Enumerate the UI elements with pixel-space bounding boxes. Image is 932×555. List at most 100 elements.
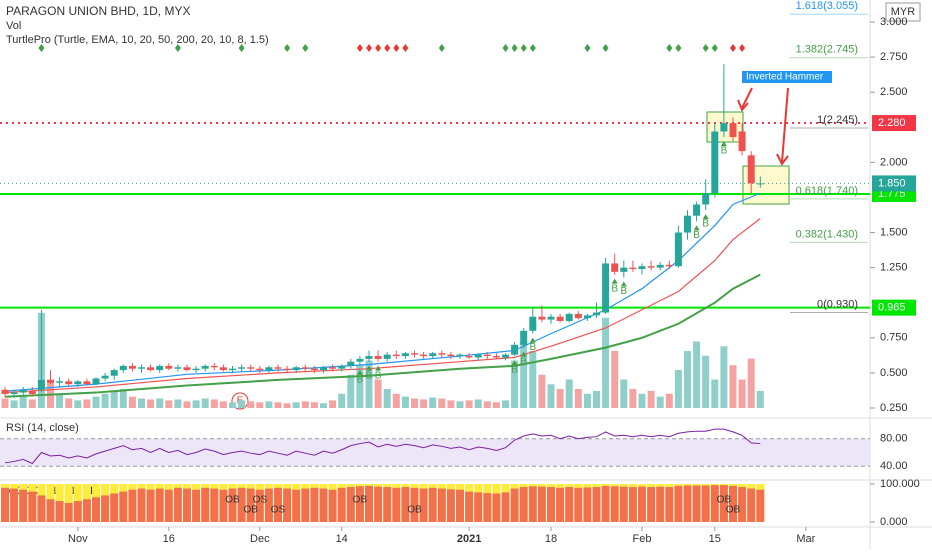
candle-body (247, 367, 255, 369)
candle-body (219, 367, 227, 371)
candle-body (392, 354, 400, 357)
signal-arrow (520, 351, 527, 357)
volume-bar (219, 401, 227, 408)
x-tick-label: Nov (68, 533, 88, 545)
mcdx-bar (137, 488, 146, 522)
candle-body (365, 356, 373, 359)
volume-bar (10, 400, 18, 408)
volume-bar (56, 393, 64, 408)
volume-bar (520, 341, 528, 408)
candle-body (338, 365, 346, 369)
candle-body (547, 316, 555, 320)
mcdx-signal: OS (271, 505, 286, 516)
candle-body (320, 367, 327, 371)
candle-body (65, 381, 73, 385)
mcdx-bar (656, 486, 665, 522)
candle-body (411, 353, 418, 355)
volume-bar (1, 398, 9, 408)
mcdx-bar (82, 499, 91, 522)
candle-body (74, 381, 82, 385)
volume-bar (529, 351, 537, 408)
candle-body (593, 312, 600, 316)
mcdx-bar (692, 485, 701, 522)
mcdx-bar (492, 493, 501, 522)
signal-label: B (375, 370, 382, 381)
candle-body (83, 381, 91, 385)
volume-bar (365, 360, 373, 408)
mcdx-bar (92, 497, 100, 522)
signal-diamond (502, 44, 509, 52)
candle-body (602, 263, 610, 313)
volume-bar (711, 379, 719, 408)
mcdx-bar (37, 495, 46, 522)
y-tick-label: 2.500 (880, 86, 908, 98)
candle-body (347, 361, 355, 366)
mcdx-signal: OB (407, 505, 422, 516)
candle-body (210, 365, 218, 368)
rsi-band (0, 438, 870, 467)
x-tick-label: 15 (709, 533, 721, 545)
mcdx-bar (665, 487, 674, 522)
candle-body (629, 267, 637, 270)
volume-bar (456, 401, 464, 408)
candle-body (638, 266, 646, 270)
signal-diamond (602, 44, 609, 52)
signal-arrow (620, 281, 627, 287)
candle-body (438, 353, 446, 355)
mcdx-bar (465, 491, 474, 522)
volume-label: Vol (6, 20, 21, 32)
mcdx-bar (747, 488, 756, 522)
volume-bar (101, 393, 109, 408)
candle-body (611, 263, 619, 272)
mcdx-bar (110, 493, 119, 522)
candle-body (147, 367, 155, 371)
candle-body (19, 389, 27, 393)
candle-body (647, 266, 655, 268)
candle-body (684, 215, 691, 233)
candle-body (620, 267, 628, 272)
mcdx-bar (146, 489, 155, 522)
candle-body (520, 330, 528, 345)
volume-bar (229, 402, 236, 408)
candle-body (492, 356, 500, 358)
candle-body (28, 391, 36, 394)
x-tick-label: 2021 (457, 533, 481, 545)
ema-line (4, 218, 761, 394)
mcdx-bar (374, 486, 383, 522)
volume-bar (438, 398, 446, 408)
rsi-line (4, 428, 761, 465)
mcdx-bar (756, 489, 765, 522)
candle-body (465, 356, 473, 358)
y-tick-label: 0.750 (880, 332, 908, 344)
mcdx-bar (10, 488, 19, 522)
volume-bar (238, 400, 246, 408)
candle-body (456, 354, 464, 357)
mcdx-bar (674, 485, 683, 522)
volume-bar (265, 401, 273, 408)
mcdx-bar (283, 488, 292, 522)
candle-body (502, 354, 509, 358)
signal-arrow (356, 369, 363, 375)
volume-bar (738, 379, 746, 408)
volume-bar (192, 400, 200, 408)
candle-body (119, 365, 127, 371)
candle-body (1, 389, 9, 394)
candle-body (92, 378, 100, 385)
mcdx-signal: OB (717, 495, 732, 506)
candle-body (229, 368, 236, 371)
volume-bar (401, 396, 409, 408)
volume-bar (156, 398, 164, 408)
mcdx-signal: OB (243, 505, 258, 516)
candle-body (101, 375, 109, 379)
signal-label: B (520, 356, 527, 367)
volume-bar (674, 370, 682, 408)
signal-label: B (620, 286, 627, 297)
candle-body (128, 365, 136, 369)
signal-label: B (611, 283, 618, 294)
candle-body (165, 365, 173, 369)
signal-diamond (675, 44, 682, 52)
mcdx-bar (292, 489, 301, 522)
mcdx-bar (729, 485, 737, 522)
signal-label: B (366, 370, 373, 381)
